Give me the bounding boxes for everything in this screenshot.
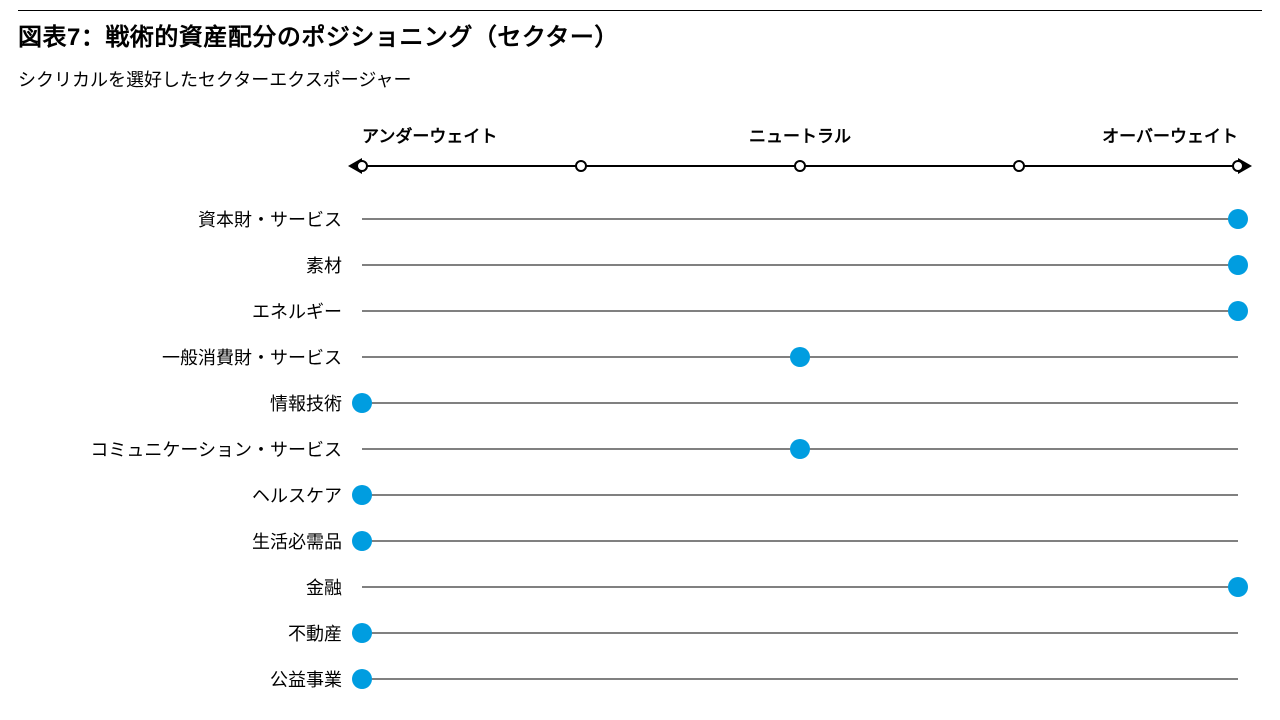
sector-track: [362, 541, 1238, 542]
sector-row: 情報技術: [18, 380, 1262, 426]
sector-track: [362, 311, 1238, 312]
scale-label: アンダーウェイト: [362, 122, 497, 147]
sector-track: [362, 495, 1238, 496]
position-dot: [1228, 577, 1248, 597]
sector-row: 素材: [18, 242, 1262, 288]
sector-row: コミュニケーション・サービス: [18, 426, 1262, 472]
sector-track: [362, 403, 1238, 404]
sector-row: 生活必需品: [18, 518, 1262, 564]
axis-marker: [1013, 160, 1025, 172]
sector-label: 一般消費財・サービス: [162, 344, 342, 370]
sector-row: 金融: [18, 564, 1262, 610]
top-rule: [18, 10, 1262, 11]
sector-row: エネルギー: [18, 288, 1262, 334]
axis-marker: [1232, 160, 1244, 172]
sector-label: エネルギー: [252, 298, 342, 324]
sector-label: 資本財・サービス: [198, 206, 342, 232]
scale-labels: アンダーウェイト ニュートラル オーバーウェイト: [18, 122, 1262, 150]
sector-row: 不動産: [18, 610, 1262, 656]
chart-subtitle: シクリカルを選好したセクターエクスポージャー: [18, 66, 1262, 92]
sector-row: 資本財・サービス: [18, 196, 1262, 242]
sector-track: [362, 265, 1238, 266]
sector-track: [362, 219, 1238, 220]
sector-track: [362, 679, 1238, 680]
sector-label: 公益事業: [270, 666, 342, 692]
axis-marker: [575, 160, 587, 172]
sector-label: ヘルスケア: [252, 482, 342, 508]
sector-row: 公益事業: [18, 656, 1262, 702]
position-dot: [1228, 301, 1248, 321]
position-dot: [352, 669, 372, 689]
sector-track: [362, 587, 1238, 588]
position-dot: [790, 347, 810, 367]
chart-title: 図表7：戦術的資産配分のポジショニング（セクター）: [18, 17, 1262, 52]
sector-label: 金融: [306, 574, 342, 600]
positioning-chart: アンダーウェイト ニュートラル オーバーウェイト 資本財・サービス素材エネルギー一般…: [18, 122, 1262, 682]
sector-label: 不動産: [288, 620, 342, 646]
position-dot: [352, 485, 372, 505]
scale-label: ニュートラル: [749, 122, 851, 147]
sector-label: 素材: [306, 252, 342, 278]
position-dot: [1228, 209, 1248, 229]
axis-marker: [356, 160, 368, 172]
sector-track: [362, 633, 1238, 634]
position-dot: [352, 531, 372, 551]
sector-rows: 資本財・サービス素材エネルギー一般消費財・サービス情報技術コミュニケーション・サ…: [18, 196, 1262, 702]
sector-label: 情報技術: [270, 390, 342, 416]
sector-row: ヘルスケア: [18, 472, 1262, 518]
scale-axis: [362, 158, 1238, 174]
sector-row: 一般消費財・サービス: [18, 334, 1262, 380]
position-dot: [352, 393, 372, 413]
axis-marker: [794, 160, 806, 172]
position-dot: [352, 623, 372, 643]
position-dot: [790, 439, 810, 459]
sector-label: コミュニケーション・サービス: [90, 436, 342, 462]
position-dot: [1228, 255, 1248, 275]
scale-label: オーバーウェイト: [1102, 122, 1238, 147]
sector-label: 生活必需品: [252, 528, 342, 554]
